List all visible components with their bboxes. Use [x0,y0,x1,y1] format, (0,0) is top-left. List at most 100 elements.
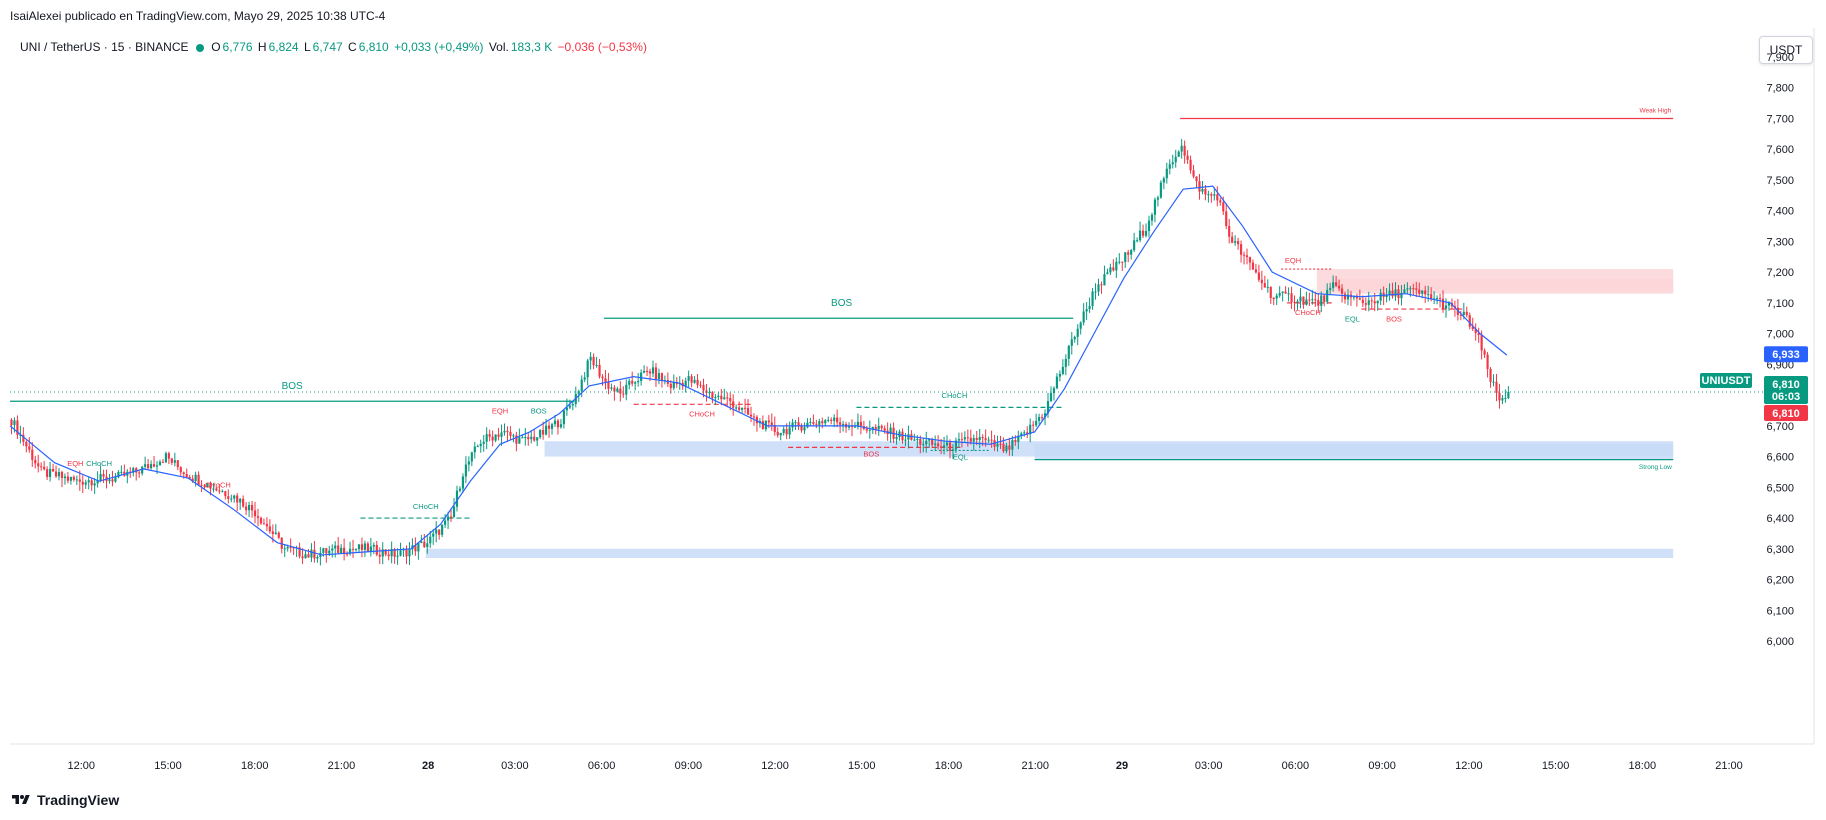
chart-label-choch: CHoCH [86,459,112,468]
candle-body [1094,291,1097,293]
candle-body [889,427,892,435]
candle-body [1308,299,1311,301]
candle-body [393,549,396,557]
candle [954,437,958,453]
candle-body [1275,295,1278,299]
candle-body [684,380,687,387]
candle [167,451,170,465]
candle [120,465,123,475]
candle-body [22,434,25,442]
candle-body [13,420,16,426]
candle-body [1121,261,1124,263]
candle [963,431,966,443]
candle-body [1192,170,1195,177]
candle-body [375,544,378,555]
candle [51,463,55,472]
candle [372,542,375,555]
candle [1204,185,1207,201]
candle [31,442,34,467]
candle-body [761,421,764,430]
candle-body [853,426,857,428]
candle-body [307,554,310,558]
candle-body [619,388,622,394]
candle-body [1409,288,1412,290]
candle-body [836,417,839,423]
candle [562,409,565,429]
candle-body [1394,289,1397,297]
open-value: 6,776 [222,40,253,54]
candle-body [1216,194,1219,201]
candle [1266,279,1269,293]
candle [1038,413,1041,425]
candle [901,428,904,444]
candle [830,417,833,425]
candle [844,421,848,433]
candle-body [999,443,1002,445]
candle-body [1251,262,1255,270]
candle-body [1468,315,1471,327]
candle-body [550,424,554,429]
candle-body [916,438,919,440]
candle [429,531,432,549]
candle [438,529,441,540]
time-axis[interactable]: 12:00 15:00 18:00 21:00 28 03:00 06:00 09:00 12:… [10,743,1814,772]
candle-body [1046,401,1050,414]
candle [1483,348,1486,359]
candle-body [987,439,990,441]
candle-body [818,421,821,425]
candle [1317,292,1320,313]
candle-body [497,434,500,437]
candle [1008,437,1011,456]
candle [1376,300,1379,311]
candle [1388,283,1391,301]
candle-body [1421,290,1424,294]
candle [705,383,708,402]
candle-body [1171,162,1174,165]
candle [432,529,435,545]
price-tick-label: 6,100 [1766,605,1794,617]
candle-body [337,545,340,553]
demand-zone [1034,444,1674,460]
candle [1174,149,1177,168]
tradingview-brand[interactable]: TradingView [10,792,119,808]
candle-body [963,437,966,440]
candle [1186,150,1189,164]
candle-body [726,397,729,399]
candle-body [230,498,233,500]
candle-body [975,438,978,441]
candle [883,425,886,434]
candle-body [28,446,31,450]
price-tick-label: 6,600 [1766,452,1794,464]
candle-body [559,424,563,428]
candle-body [224,491,227,497]
candle-body [773,425,776,433]
candle-body [354,549,358,551]
candle-body [934,443,937,445]
symbol-title[interactable]: UNI / TetherUS · 15 · BINANCE [20,40,189,54]
candle [1335,275,1338,288]
candle-body [286,547,289,549]
candle-body [1269,286,1272,298]
candle [289,538,292,553]
candle-body [429,536,432,544]
candle-body [539,429,542,438]
candle [1088,297,1091,313]
ema-value-tag-label: 6,933 [1772,349,1800,361]
candle [1358,289,1361,300]
price-tick-label: 6,700 [1766,421,1794,433]
candle-body [1388,290,1391,295]
candle [239,497,242,510]
time-tick-label: 06:00 [588,760,616,772]
candle-body [657,373,661,380]
candle-body [913,439,916,441]
candle [663,375,666,385]
currency-button[interactable]: USDT [1759,36,1813,64]
candle-body [874,426,877,430]
candle [1308,292,1311,307]
candle-body [75,479,78,481]
candle [527,432,530,446]
candle-body [500,432,503,437]
candle-body [669,383,672,389]
candle-body [821,421,824,424]
